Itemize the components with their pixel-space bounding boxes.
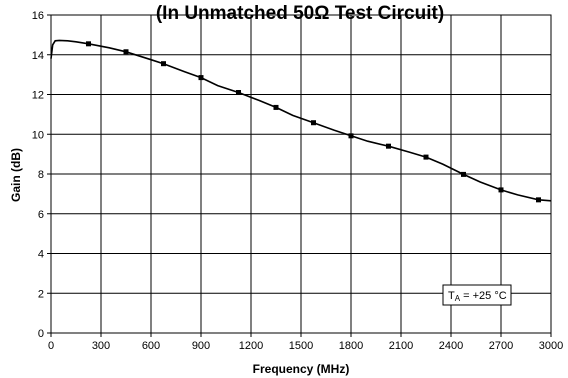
chart-title: (In Unmatched 50Ω Test Circuit) [156, 3, 444, 24]
y-tick-label: 10 [32, 129, 44, 141]
annotation-subscript: A [455, 294, 461, 303]
annotation-rest: = +25 °C [460, 290, 507, 302]
annotation-prefix: T [448, 290, 455, 302]
y-tick-label: 8 [38, 169, 44, 181]
x-tick-label: 600 [142, 340, 160, 352]
gain-series-line [50, 39, 552, 202]
x-tick-label: 0 [48, 340, 54, 352]
data-point-marker [86, 41, 91, 47]
data-point-marker [536, 197, 541, 203]
data-point-marker [198, 75, 204, 81]
data-point-marker [273, 104, 279, 110]
data-point-marker [461, 171, 466, 177]
data-point-marker [423, 154, 429, 160]
temperature-annotation: TA = +25 °C [442, 284, 512, 306]
y-tick-label: 16 [32, 10, 44, 22]
x-tick-label: 3000 [539, 340, 563, 352]
x-tick-label: 1200 [239, 340, 263, 352]
y-axis-ticks: 0 2 4 6 8 10 12 14 16 [32, 10, 51, 340]
y-tick-label: 6 [38, 209, 44, 221]
data-point-marker [236, 90, 241, 96]
x-tick-label: 1500 [289, 340, 313, 352]
y-tick-label: 12 [32, 90, 44, 102]
y-tick-label: 4 [38, 249, 44, 261]
annotation-text: TA = +25 °C [448, 290, 507, 303]
x-axis-title: Frequency (MHz) [253, 362, 350, 376]
x-tick-label: 2700 [489, 340, 513, 352]
gain-series-markers [86, 41, 541, 203]
x-tick-label: 2400 [439, 340, 463, 352]
x-axis-ticks: 0 300 600 900 1200 1500 1800 2100 2400 2700 3000 [48, 333, 563, 352]
annotation-box [442, 284, 512, 306]
x-tick-label: 1800 [339, 340, 363, 352]
x-tick-label: 900 [192, 340, 210, 352]
x-tick-label: 2100 [389, 340, 413, 352]
data-point-marker [348, 133, 354, 139]
data-point-marker [386, 143, 391, 149]
x-tick-label: 300 [92, 340, 110, 352]
data-point-marker [311, 120, 316, 126]
data-point-marker [123, 49, 129, 55]
y-tick-label: 0 [38, 328, 44, 340]
data-point-marker [161, 61, 166, 67]
y-tick-label: 2 [38, 288, 44, 300]
data-point-marker [498, 187, 504, 193]
y-axis-title: Gain (dB) [9, 148, 23, 202]
y-tick-label: 14 [32, 50, 44, 62]
